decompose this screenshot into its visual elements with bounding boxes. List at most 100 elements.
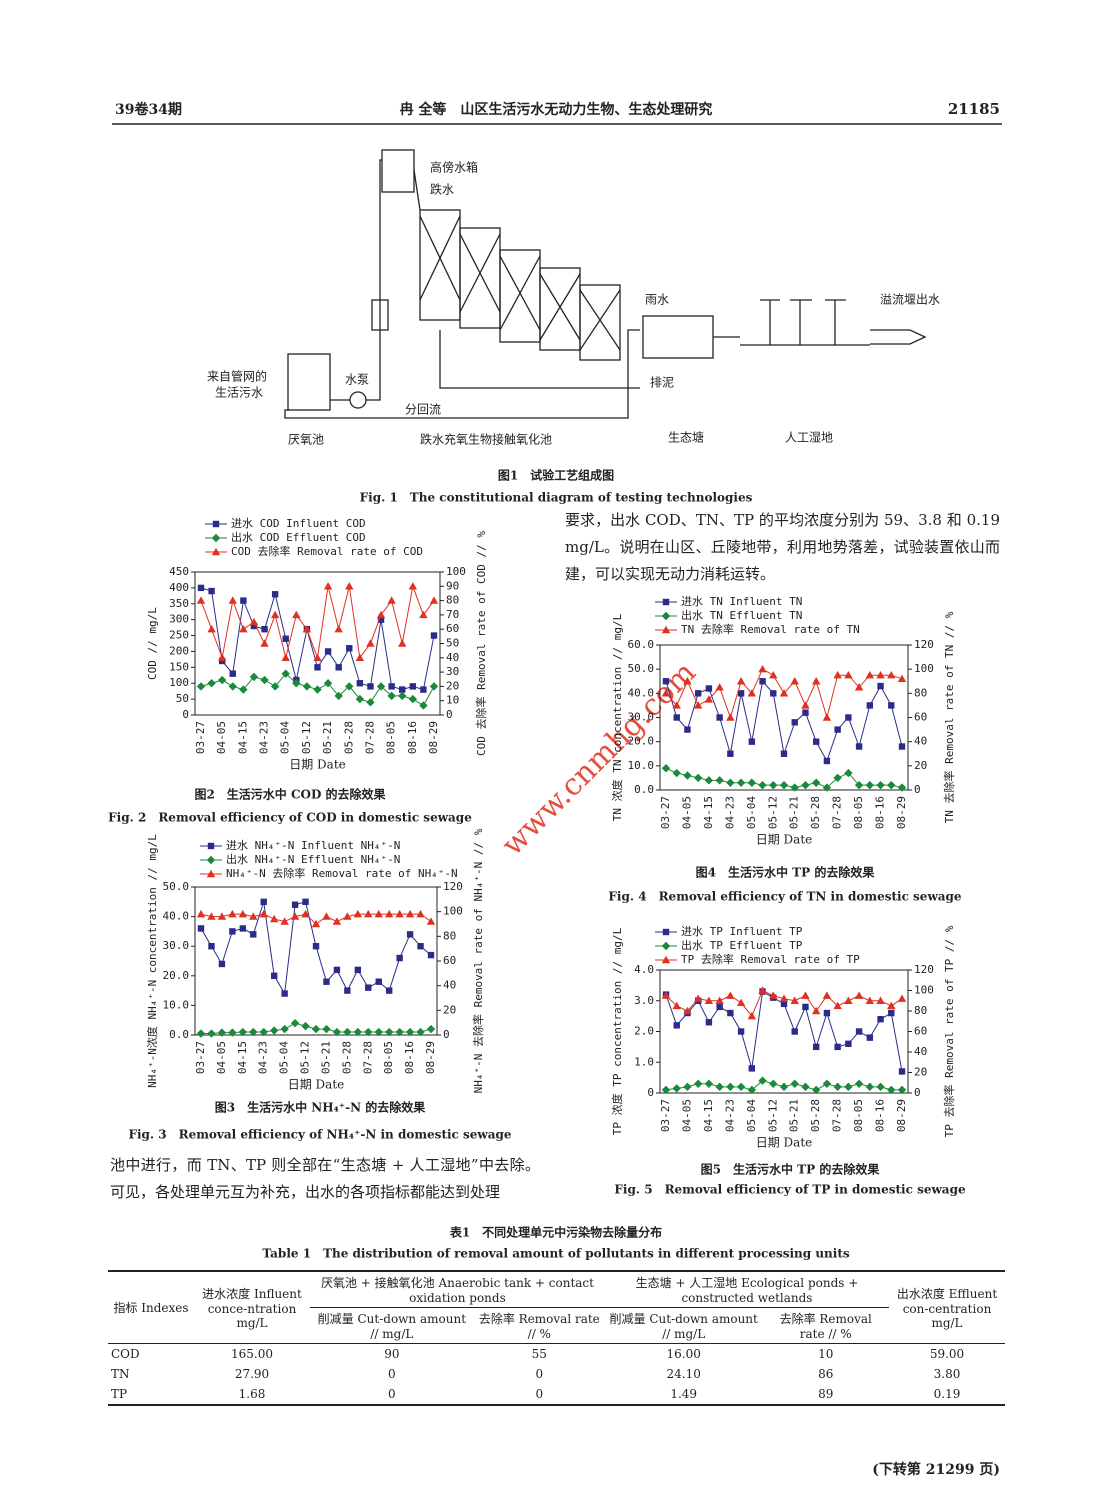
paragraph: 池中进行，而 TN、TP 则全部在“生态塘 + 人工湿地”中去除。可见，各处理单… bbox=[110, 1156, 540, 1201]
marker bbox=[323, 582, 333, 590]
marker bbox=[426, 1024, 436, 1034]
marker bbox=[736, 677, 746, 685]
marker bbox=[416, 909, 425, 918]
marker bbox=[269, 914, 279, 923]
table-cell: 0 bbox=[535, 1367, 544, 1381]
marker bbox=[865, 671, 875, 679]
marker bbox=[405, 909, 415, 918]
marker bbox=[375, 978, 382, 985]
table-cell: 1.49 bbox=[670, 1387, 698, 1401]
marker bbox=[229, 928, 236, 935]
marker bbox=[866, 702, 874, 709]
marker bbox=[877, 682, 884, 690]
marker bbox=[333, 966, 341, 974]
marker bbox=[238, 1027, 248, 1037]
y-tick-label: 300 bbox=[169, 613, 189, 626]
x-tick-label: 05-21 bbox=[788, 1099, 801, 1132]
marker bbox=[353, 1027, 363, 1037]
marker bbox=[801, 991, 810, 999]
diagram-label: 分回流 bbox=[405, 403, 441, 417]
marker bbox=[758, 1076, 767, 1085]
x-axis-label: 日期 Date bbox=[289, 758, 346, 772]
marker bbox=[833, 1082, 842, 1092]
x-tick-label: 07-28 bbox=[361, 1041, 374, 1074]
marker bbox=[790, 783, 799, 792]
marker bbox=[726, 1082, 735, 1092]
marker bbox=[747, 1085, 757, 1095]
marker bbox=[217, 1028, 227, 1037]
header-cell: 去除率 Removal rate // % bbox=[779, 1312, 872, 1341]
marker bbox=[409, 683, 417, 690]
marker bbox=[197, 584, 205, 592]
diagram-label: 跌水 bbox=[430, 182, 454, 197]
y-tick-label: 40.0 bbox=[628, 686, 655, 699]
y2-tick-label: 120 bbox=[914, 963, 934, 976]
legend-label: 出水 NH₄⁺-N Effluent NH₄⁺-N bbox=[226, 852, 400, 866]
x-tick-label: 04-23 bbox=[257, 1041, 270, 1074]
y-tick-label: 20.0 bbox=[163, 969, 190, 982]
y-tick-label: 1.0 bbox=[634, 1055, 654, 1068]
marker bbox=[780, 1000, 788, 1008]
marker bbox=[727, 1009, 734, 1017]
marker bbox=[217, 912, 227, 920]
y-tick-label: 50 bbox=[176, 692, 189, 705]
marker bbox=[334, 691, 343, 701]
diagram-label: 人工湿地 bbox=[785, 430, 833, 445]
y-tick-label: 40.0 bbox=[163, 910, 190, 923]
diagram-label: 生活污水 bbox=[215, 386, 263, 400]
x-tick-label: 03-27 bbox=[194, 721, 207, 754]
marker bbox=[715, 776, 724, 785]
marker bbox=[790, 677, 799, 685]
y2-axis-label: NH₄⁺-N 去除率 Removal rate of NH₄⁺-N // % bbox=[471, 828, 485, 1093]
legend-marker bbox=[661, 611, 671, 621]
x-tick-label: 05-28 bbox=[340, 1041, 353, 1074]
marker bbox=[854, 1079, 864, 1088]
marker bbox=[208, 587, 215, 595]
marker bbox=[228, 596, 237, 604]
legend-marker bbox=[207, 842, 215, 850]
x-tick-label: 07-28 bbox=[363, 721, 376, 754]
y2-tick-label: 40 bbox=[446, 651, 459, 664]
legend-marker bbox=[662, 598, 670, 606]
table-cell: 0 bbox=[535, 1387, 544, 1401]
marker bbox=[291, 901, 299, 908]
x-tick-label: 04-23 bbox=[723, 796, 736, 829]
header-cell: 进水浓度 Influent conce-ntration mg/L bbox=[202, 1287, 302, 1330]
marker bbox=[282, 635, 289, 642]
marker bbox=[897, 994, 907, 1002]
table-row: COD 165.00 90 55 16.00 10 59.00 bbox=[108, 1344, 1005, 1365]
marker bbox=[207, 912, 216, 920]
x-axis-label: 日期 Date bbox=[756, 1136, 813, 1150]
x-tick-label: 04-23 bbox=[258, 721, 271, 754]
marker bbox=[280, 1024, 289, 1034]
y2-tick-label: 60 bbox=[914, 711, 927, 724]
marker bbox=[844, 996, 853, 1004]
marker bbox=[855, 743, 863, 750]
table-cell: 10 bbox=[818, 1347, 834, 1361]
y2-tick-label: 0 bbox=[914, 783, 921, 796]
marker bbox=[737, 1028, 745, 1035]
table-cell: 16.00 bbox=[666, 1347, 701, 1361]
legend-label: NH₄⁺-N 去除率 Removal rate of NH₄⁺-N bbox=[226, 866, 458, 880]
marker bbox=[747, 689, 757, 697]
x-tick-label: 07-28 bbox=[831, 1099, 844, 1132]
marker bbox=[704, 695, 714, 703]
x-tick-label: 08-16 bbox=[406, 721, 419, 754]
marker bbox=[313, 653, 322, 661]
marker bbox=[802, 709, 809, 716]
marker bbox=[365, 984, 372, 991]
x-tick-label: 04-15 bbox=[236, 721, 249, 754]
marker bbox=[726, 713, 735, 721]
marker bbox=[747, 1011, 757, 1020]
marker bbox=[323, 679, 333, 688]
marker bbox=[332, 917, 342, 925]
diagram-label: 排泥 bbox=[650, 376, 674, 390]
marker bbox=[408, 582, 418, 590]
marker bbox=[779, 994, 789, 1002]
marker bbox=[726, 991, 735, 999]
marker bbox=[769, 671, 778, 679]
x-tick-label: 05-28 bbox=[809, 1099, 822, 1132]
marker bbox=[716, 1003, 723, 1011]
x-axis-label: 日期 Date bbox=[756, 833, 813, 847]
x-tick-label: 08-16 bbox=[403, 1041, 416, 1074]
